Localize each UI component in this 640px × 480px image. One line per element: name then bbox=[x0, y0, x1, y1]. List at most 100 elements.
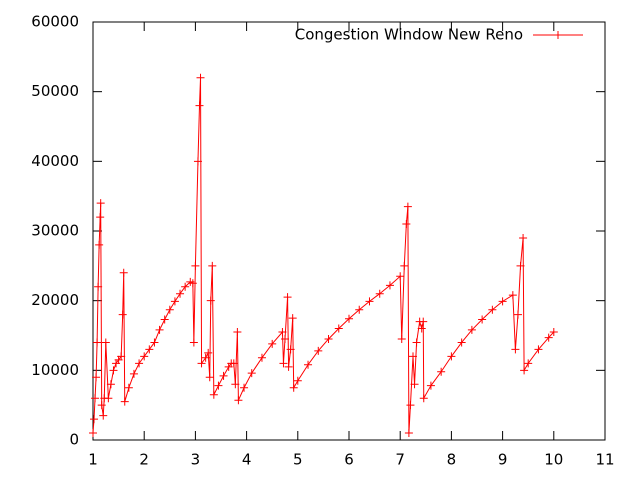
point-marker bbox=[520, 366, 529, 375]
plot-frame bbox=[92, 21, 606, 441]
point-marker bbox=[403, 202, 412, 211]
point-marker bbox=[257, 353, 266, 362]
legend-marker bbox=[554, 31, 562, 39]
point-marker bbox=[201, 353, 210, 362]
point-marker bbox=[397, 334, 406, 343]
point-marker bbox=[240, 383, 249, 392]
point-marker bbox=[419, 317, 428, 326]
point-marker bbox=[516, 261, 525, 270]
point-marker bbox=[145, 345, 154, 354]
point-marker bbox=[412, 338, 421, 347]
point-marker bbox=[204, 348, 213, 357]
point-marker bbox=[109, 366, 118, 375]
point-marker bbox=[426, 381, 435, 390]
point-marker bbox=[176, 289, 185, 298]
point-marker bbox=[101, 338, 110, 347]
point-marker bbox=[95, 240, 104, 249]
x-tick-label: 7 bbox=[395, 451, 405, 469]
point-marker bbox=[94, 282, 103, 291]
point-marker bbox=[385, 281, 394, 290]
point-marker bbox=[209, 390, 218, 399]
point-marker bbox=[289, 383, 298, 392]
point-marker bbox=[89, 429, 97, 438]
x-tick-label: 10 bbox=[544, 451, 563, 469]
point-marker bbox=[229, 359, 238, 368]
x-tick-label: 1 bbox=[88, 451, 98, 469]
point-marker bbox=[293, 376, 302, 385]
point-marker bbox=[181, 282, 190, 291]
point-marker bbox=[120, 397, 129, 406]
point-marker bbox=[279, 359, 288, 368]
point-marker bbox=[355, 305, 364, 314]
point-marker bbox=[549, 328, 558, 337]
point-marker bbox=[524, 359, 533, 368]
point-marker bbox=[231, 380, 240, 389]
x-tick-label: 5 bbox=[293, 451, 303, 469]
y-tick-label: 60000 bbox=[31, 13, 79, 31]
point-marker bbox=[165, 305, 174, 314]
point-marker bbox=[324, 334, 333, 343]
point-marker bbox=[488, 305, 497, 314]
x-tick-label: 11 bbox=[595, 451, 614, 469]
y-tick-label: 20000 bbox=[31, 291, 79, 309]
series-line bbox=[92, 77, 555, 434]
point-marker bbox=[96, 213, 105, 222]
point-marker bbox=[195, 101, 204, 110]
point-marker bbox=[375, 289, 384, 298]
point-marker bbox=[117, 352, 126, 361]
point-marker bbox=[234, 396, 243, 405]
point-marker bbox=[513, 310, 522, 319]
point-marker bbox=[314, 346, 323, 355]
x-tick-label: 8 bbox=[447, 451, 457, 469]
point-marker bbox=[96, 199, 105, 208]
point-marker bbox=[150, 338, 159, 347]
point-marker bbox=[189, 338, 198, 347]
point-marker bbox=[188, 279, 197, 288]
point-marker bbox=[457, 338, 466, 347]
point-marker bbox=[281, 334, 289, 343]
x-tick-label: 9 bbox=[498, 451, 508, 469]
point-marker bbox=[93, 338, 102, 347]
point-marker bbox=[170, 297, 179, 306]
point-marker bbox=[278, 328, 287, 337]
point-marker bbox=[193, 157, 202, 166]
point-marker bbox=[99, 411, 108, 420]
point-marker bbox=[196, 73, 205, 82]
point-marker bbox=[208, 261, 217, 270]
point-marker bbox=[286, 345, 295, 354]
x-tick-label: 6 bbox=[344, 451, 354, 469]
point-marker bbox=[247, 369, 256, 378]
point-marker bbox=[97, 401, 106, 410]
point-marker bbox=[345, 314, 353, 323]
point-marker bbox=[268, 339, 277, 348]
point-marker bbox=[92, 373, 101, 382]
point-marker bbox=[511, 345, 520, 354]
x-tick-label: 3 bbox=[191, 451, 201, 469]
point-marker bbox=[437, 367, 446, 376]
point-marker bbox=[417, 324, 426, 333]
point-marker bbox=[404, 429, 413, 438]
point-marker bbox=[140, 352, 149, 361]
point-marker bbox=[288, 314, 297, 323]
x-tick-label: 4 bbox=[242, 451, 252, 469]
x-tick-label: 2 bbox=[139, 451, 149, 469]
point-marker bbox=[135, 359, 144, 368]
point-marker bbox=[396, 272, 405, 281]
y-tick-label: 50000 bbox=[31, 82, 79, 100]
point-marker bbox=[191, 261, 200, 270]
point-marker bbox=[409, 352, 417, 361]
point-marker bbox=[155, 325, 164, 334]
point-marker bbox=[124, 383, 133, 392]
point-marker bbox=[90, 415, 99, 424]
point-marker bbox=[91, 394, 100, 403]
point-marker bbox=[498, 297, 507, 306]
point-marker bbox=[410, 380, 419, 389]
point-marker bbox=[118, 310, 127, 319]
point-marker bbox=[205, 373, 214, 382]
point-marker bbox=[104, 394, 113, 403]
point-marker bbox=[214, 381, 223, 390]
point-marker bbox=[233, 328, 242, 337]
point-marker bbox=[419, 394, 428, 403]
